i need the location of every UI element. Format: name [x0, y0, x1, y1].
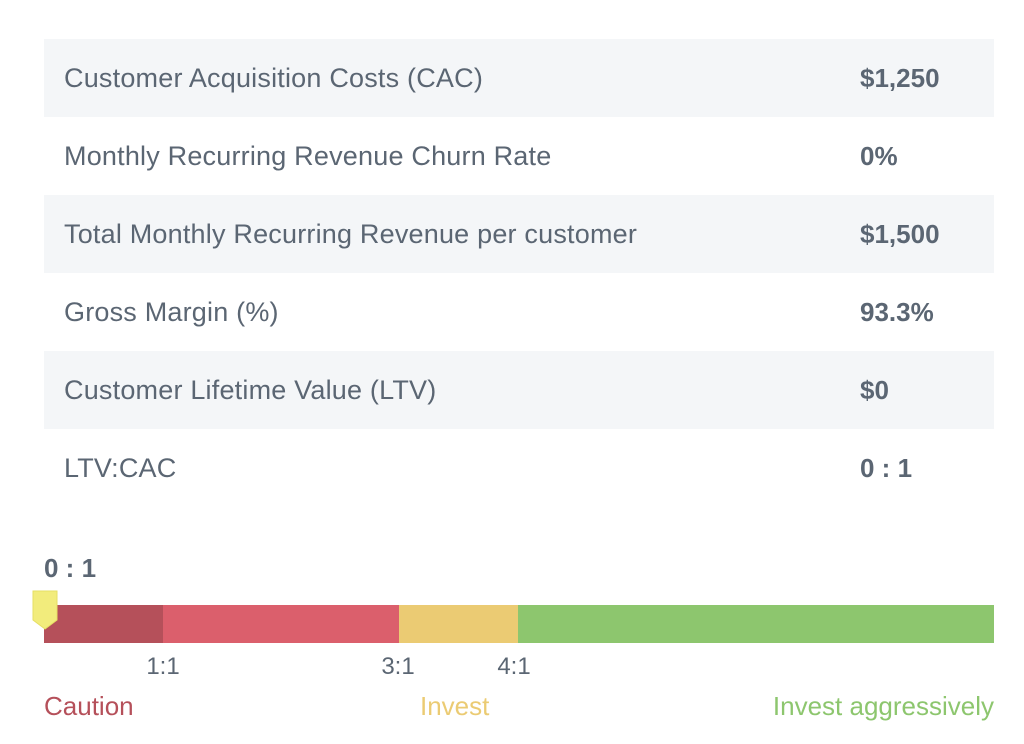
gauge-tick-3-1: 3:1: [381, 653, 415, 680]
metric-value: $1,250: [860, 62, 940, 93]
metrics-table: Customer Acquisition Costs (CAC) $1,250 …: [44, 39, 994, 507]
metric-value: 0%: [860, 140, 898, 171]
gauge-segment-invest-aggressively: [518, 605, 994, 643]
metric-value: $1,500: [860, 218, 940, 249]
zone-label-caution: Caution: [44, 691, 134, 721]
metric-row-ltv: Customer Lifetime Value (LTV) $0: [44, 351, 994, 429]
gauge-segment-invest: [399, 605, 518, 643]
metric-label: Customer Lifetime Value (LTV): [64, 374, 437, 405]
ltv-cac-gauge: [44, 605, 994, 643]
metric-row-churn: Monthly Recurring Revenue Churn Rate 0%: [44, 117, 994, 195]
zone-label-invest: Invest: [420, 691, 490, 721]
gauge-segment-caution: [163, 605, 399, 643]
metric-label: Gross Margin (%): [64, 296, 279, 327]
gauge-marker-icon: [32, 590, 58, 630]
gauge-tick-1-1: 1:1: [146, 653, 180, 680]
metric-label: LTV:CAC: [64, 452, 177, 483]
gauge-current-ratio: 0 : 1: [44, 553, 97, 583]
zone-label-invest-aggressively: Invest aggressively: [772, 691, 994, 721]
metric-value: 0 : 1: [860, 452, 913, 483]
metric-value: 93.3%: [860, 296, 934, 327]
metric-row-cac: Customer Acquisition Costs (CAC) $1,250: [44, 39, 994, 117]
metric-row-mrr: Total Monthly Recurring Revenue per cust…: [44, 195, 994, 273]
metric-label: Monthly Recurring Revenue Churn Rate: [64, 140, 552, 171]
metric-label: Customer Acquisition Costs (CAC): [64, 62, 484, 93]
metric-row-gross-margin: Gross Margin (%) 93.3%: [44, 273, 994, 351]
metric-value: $0: [860, 374, 889, 405]
metric-label: Total Monthly Recurring Revenue per cust…: [64, 218, 638, 249]
gauge-segment-caution-low: [44, 605, 163, 643]
metric-row-ltv-cac: LTV:CAC 0 : 1: [44, 429, 994, 507]
gauge-tick-4-1: 4:1: [497, 653, 531, 680]
